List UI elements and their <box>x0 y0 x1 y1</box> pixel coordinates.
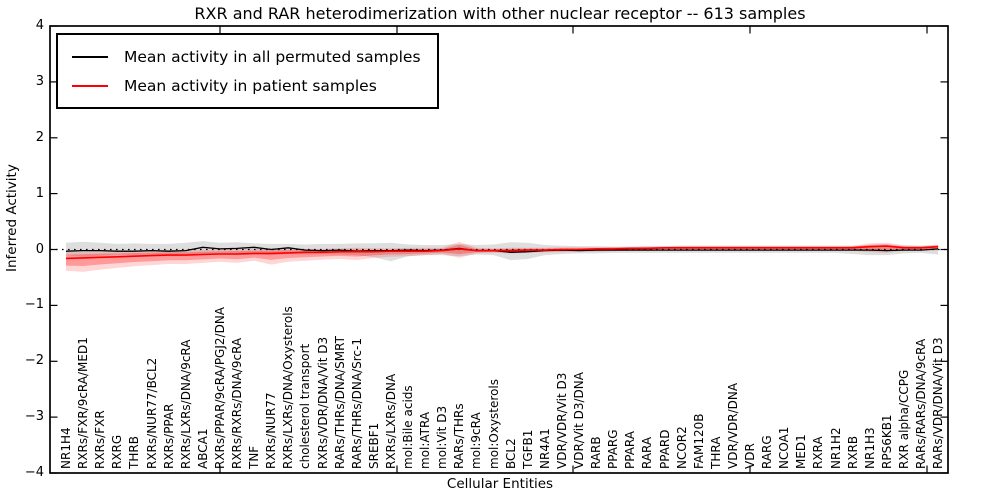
x-tick-label: RXRs/FXR <box>93 410 108 469</box>
x-tick-label: RARs/VDR/DNA/Vit D3 <box>931 337 946 469</box>
x-tick-label: RXRB <box>845 435 860 469</box>
x-tick-label: SREBF1 <box>366 422 381 469</box>
line-patient-mean <box>65 245 939 260</box>
x-tick-label: RXRs/LXRs/DNA <box>383 373 398 469</box>
x-tick-label: RXRG <box>110 434 125 469</box>
x-tick-label: RXRs/FXR/9cRA/MED1 <box>76 337 91 469</box>
x-tick-label: mol:9cRA <box>469 412 484 469</box>
x-tick-label: PPARG <box>606 429 621 469</box>
x-tick-label: NR1H2 <box>828 427 843 469</box>
x-tick-label: RXRs/NUR77 <box>264 392 279 469</box>
x-tick-label: NCOR2 <box>674 426 689 469</box>
x-tick-label: RXRs/NUR77/BCL2 <box>144 357 159 469</box>
band-patient-inner <box>66 244 939 266</box>
legend-item-permuted: Mean activity in all permuted samples <box>72 42 421 71</box>
x-tick-label: NR1H3 <box>862 427 877 469</box>
legend-label-patient: Mean activity in patient samples <box>124 76 377 95</box>
x-tick-label: VDR/VDR/Vit D3 <box>554 372 569 469</box>
y-tick-label: −3 <box>24 409 44 425</box>
legend-item-patient: Mean activity in patient samples <box>72 71 421 100</box>
y-tick-label: −2 <box>24 353 44 369</box>
legend-label-permuted: Mean activity in all permuted samples <box>124 47 421 66</box>
x-tick-label: PPARA <box>623 431 638 469</box>
x-tick-label: RXRA <box>811 436 826 469</box>
x-tick-label: ABCA1 <box>195 428 210 469</box>
legend-line-sample-patient-icon <box>72 84 108 87</box>
x-tick-label: RXRs/PPAR <box>161 403 176 469</box>
legend-line-sample-permuted-icon <box>72 55 108 58</box>
x-tick-label: NR1H4 <box>59 427 73 469</box>
x-tick-label: TGFB1 <box>520 429 535 469</box>
x-tick-label: cholesterol transport <box>298 343 313 469</box>
x-tick-label: RXRs/LXRs/DNA/Oxysterols <box>281 306 296 469</box>
x-tick-label: RARA <box>640 436 655 469</box>
legend: Mean activity in all permuted samples Me… <box>56 33 439 109</box>
x-axis-label: Cellular Entities <box>446 476 554 492</box>
x-tick-label: mol:Oxysterols <box>486 379 501 469</box>
x-tick-label: MED1 <box>794 434 809 469</box>
x-tick-label: RXRs/PPAR/9cRA/PGJ2/DNA <box>212 307 227 469</box>
y-tick-label: 1 <box>35 185 44 201</box>
x-tick-label: NCOA1 <box>777 426 792 469</box>
x-tick-label: FAM120B <box>691 413 706 470</box>
x-tick-label: RARG <box>760 435 775 469</box>
x-tick-label: RXRs/VDR/DNA/Vit D3 <box>315 336 330 469</box>
y-tick-label: 0 <box>35 241 44 257</box>
y-tick-label: −1 <box>24 297 44 313</box>
x-tick-label: VDR <box>743 443 757 469</box>
chart-title: RXR and RAR heterodimerization with othe… <box>194 4 806 23</box>
x-tick-label: RARs/THRs/DNA/SMRT <box>332 336 347 469</box>
x-tick-label: mol:Vit D3 <box>435 405 450 469</box>
y-tick-label: −4 <box>24 465 44 480</box>
x-tick-label: RXRs/RXRs/DNA/9cRA <box>230 337 244 469</box>
x-tick-label: RXR alpha/CCPG <box>896 369 911 469</box>
y-tick-label: 2 <box>35 129 44 145</box>
x-tick-label: TNF <box>247 445 262 469</box>
line-permuted-mean <box>65 246 939 253</box>
x-tick-label: BCL2 <box>503 438 518 469</box>
x-tick-label: THRA <box>708 436 723 469</box>
x-tick-label: mol:ATRA <box>418 411 433 469</box>
x-tick-label: PPARD <box>657 429 672 470</box>
x-tick-label: VDR/VDR/DNA <box>725 382 740 469</box>
x-tick-label: RARB <box>589 436 604 469</box>
x-tick-label: mol:Bile acids <box>401 385 415 469</box>
x-tick-label: THRB <box>127 436 142 469</box>
y-tick-label: 3 <box>35 73 44 89</box>
x-tick-label: RPS6KB1 <box>879 414 894 469</box>
x-tick-label: VDR/Vit D3/DNA <box>572 372 586 469</box>
x-tick-label: RARs/THRs/DNA/Src-1 <box>349 338 364 469</box>
x-tick-label: RARs/THRs <box>452 403 467 469</box>
x-tick-label: RXRs/LXRs/DNA/9cRA <box>178 339 193 470</box>
x-tick-label: RARs/RARs/DNA/9cRA <box>914 338 928 469</box>
y-tick-label: 4 <box>35 18 44 33</box>
x-tick-label: NR4A1 <box>537 428 552 469</box>
